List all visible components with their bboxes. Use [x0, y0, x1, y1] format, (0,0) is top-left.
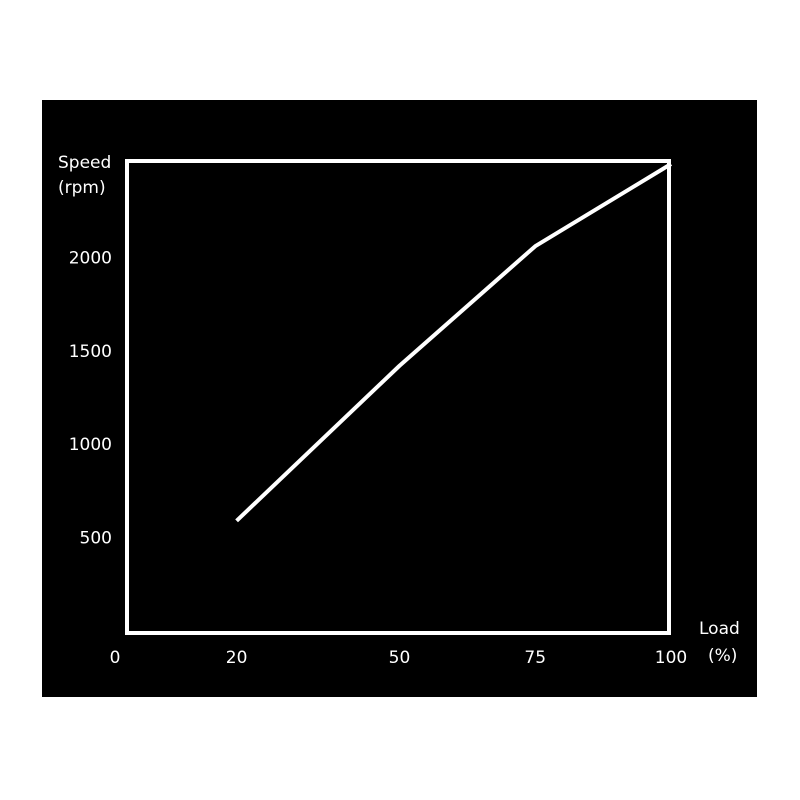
- x-tick-label: 20: [226, 648, 248, 668]
- x-tick-label: 50: [389, 648, 411, 668]
- y-tick-label: 1000: [69, 435, 112, 455]
- y-axis-label-line1: Speed: [58, 153, 111, 173]
- y-axis-label-line2: (rpm): [58, 178, 106, 198]
- x-tick-label: 75: [524, 648, 546, 668]
- series-line: [235, 162, 673, 523]
- plot-frame: [125, 159, 671, 635]
- x-tick-label: 0: [110, 648, 121, 668]
- x-axis-label-line2: (%): [708, 646, 737, 666]
- chart-background: [42, 100, 757, 697]
- y-tick-label: 1500: [69, 342, 112, 362]
- y-tick-label: 500: [80, 529, 112, 549]
- y-tick-label: 2000: [69, 248, 112, 268]
- x-axis-label-line1: Load: [699, 619, 740, 639]
- x-tick-label: 100: [655, 648, 687, 668]
